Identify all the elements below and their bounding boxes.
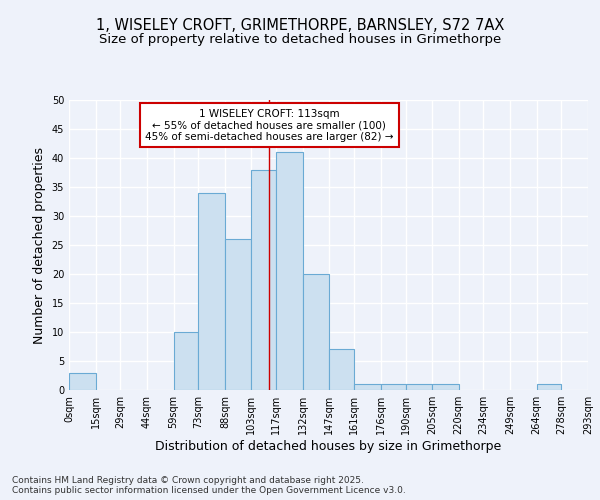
- Bar: [199, 193, 225, 390]
- Bar: [173, 332, 199, 390]
- Text: Contains HM Land Registry data © Crown copyright and database right 2025.
Contai: Contains HM Land Registry data © Crown c…: [12, 476, 406, 495]
- Text: Size of property relative to detached houses in Grimethorpe: Size of property relative to detached ho…: [99, 32, 501, 46]
- Bar: [406, 384, 432, 390]
- Bar: [69, 372, 95, 390]
- Text: 1, WISELEY CROFT, GRIMETHORPE, BARNSLEY, S72 7AX: 1, WISELEY CROFT, GRIMETHORPE, BARNSLEY,…: [96, 18, 504, 32]
- X-axis label: Distribution of detached houses by size in Grimethorpe: Distribution of detached houses by size …: [155, 440, 502, 453]
- Bar: [381, 384, 406, 390]
- Bar: [354, 384, 381, 390]
- Bar: [432, 384, 458, 390]
- Bar: [536, 384, 562, 390]
- Bar: [276, 152, 303, 390]
- Bar: [251, 170, 276, 390]
- Bar: [329, 350, 354, 390]
- Bar: [303, 274, 329, 390]
- Text: 1 WISELEY CROFT: 113sqm
← 55% of detached houses are smaller (100)
45% of semi-d: 1 WISELEY CROFT: 113sqm ← 55% of detache…: [145, 108, 394, 142]
- Bar: [225, 239, 251, 390]
- Y-axis label: Number of detached properties: Number of detached properties: [33, 146, 46, 344]
